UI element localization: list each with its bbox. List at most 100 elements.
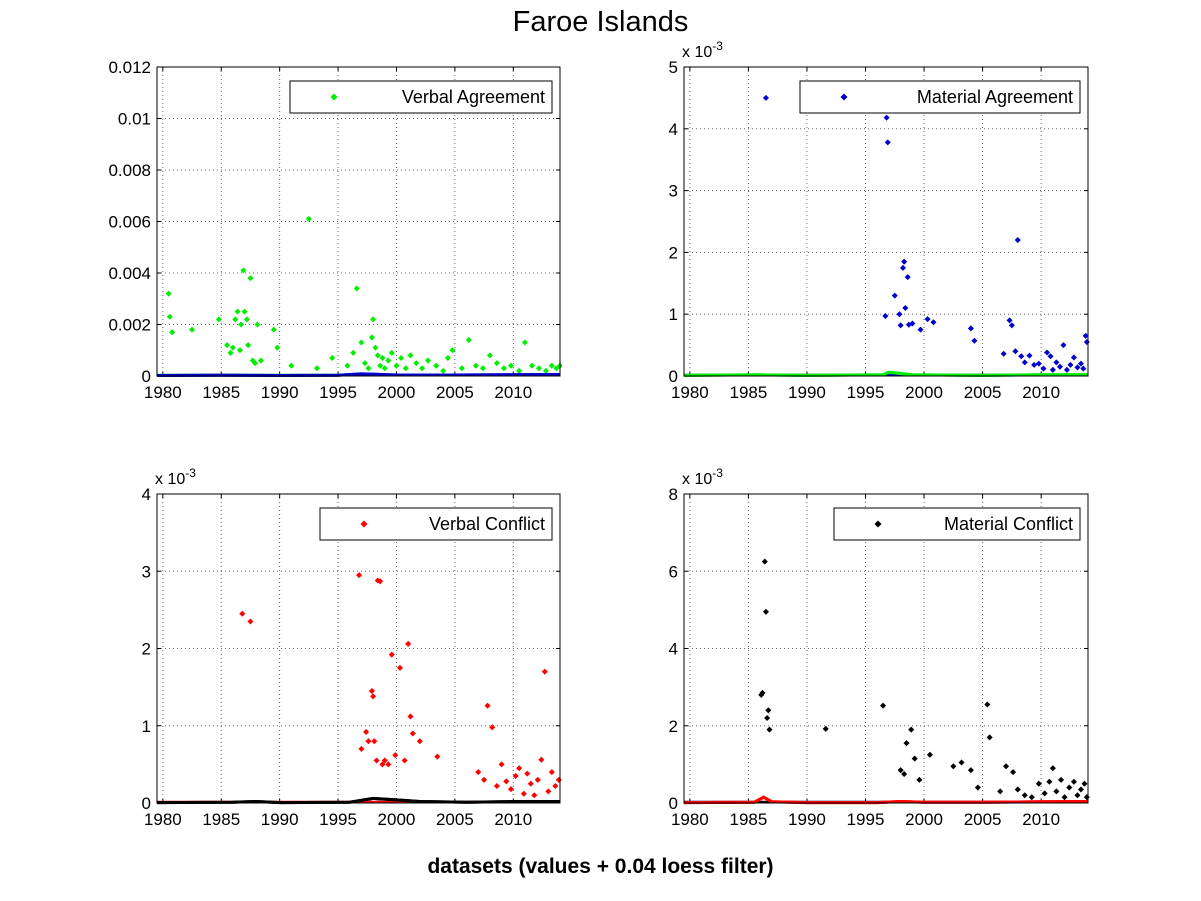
data-point <box>1006 317 1013 324</box>
data-point <box>1053 788 1060 795</box>
data-point <box>762 608 769 615</box>
axes-frame <box>156 493 561 804</box>
data-point <box>555 776 562 783</box>
data-layer <box>157 215 562 378</box>
data-point <box>358 745 365 752</box>
data-point <box>1046 778 1053 785</box>
y-tick-label: 0 <box>142 794 151 813</box>
data-point <box>1060 342 1067 349</box>
data-point <box>548 362 555 369</box>
data-point <box>353 285 360 292</box>
data-point <box>393 362 400 369</box>
data-point <box>1074 364 1081 371</box>
data-layer <box>684 94 1090 377</box>
data-point <box>440 367 447 374</box>
data-point <box>924 316 931 323</box>
data-point <box>901 771 908 778</box>
data-point <box>1077 786 1084 793</box>
data-point <box>368 687 375 695</box>
x-tick-label: 1995 <box>847 383 885 402</box>
data-point <box>381 365 388 372</box>
x-tick-label: 1985 <box>202 810 240 829</box>
x-tick-label: 1995 <box>847 810 885 829</box>
data-point <box>363 728 370 735</box>
x-tick-label: 1990 <box>788 383 826 402</box>
data-point <box>541 668 548 675</box>
data-point <box>407 352 414 359</box>
data-point <box>374 352 381 359</box>
x-tick-label: 2005 <box>436 810 474 829</box>
data-point <box>489 724 496 731</box>
data-point <box>305 215 312 222</box>
data-point <box>372 344 379 351</box>
legend-marker <box>874 520 882 528</box>
axes-background <box>157 67 560 376</box>
data-point <box>958 759 965 766</box>
data-point <box>916 776 923 783</box>
data-point <box>396 664 403 671</box>
x-tick-label: 1990 <box>788 810 826 829</box>
data-point <box>761 558 768 565</box>
data-point <box>165 290 172 297</box>
data-point <box>247 275 254 282</box>
data-point <box>765 707 772 714</box>
x-tick-label: 2005 <box>964 383 1002 402</box>
data-point <box>528 362 535 369</box>
data-point <box>908 726 915 733</box>
data-point <box>350 349 357 356</box>
x-tick-label: 1985 <box>729 810 767 829</box>
y-tick-label: 0.012 <box>108 58 151 77</box>
y-tick-label: 4 <box>669 120 678 139</box>
data-point <box>880 702 887 709</box>
data-point <box>1035 360 1042 367</box>
data-point <box>365 738 372 745</box>
data-point <box>1082 332 1089 339</box>
exponent-label: x 10-3 <box>682 466 723 488</box>
data-point <box>503 778 510 785</box>
data-point <box>1031 361 1038 368</box>
data-point <box>407 713 414 720</box>
data-point <box>229 344 236 351</box>
data-point <box>416 738 423 745</box>
data-point <box>377 362 384 369</box>
data-point <box>401 757 408 764</box>
y-tick-label: 4 <box>669 640 678 659</box>
data-point <box>1063 366 1070 373</box>
data-point <box>521 339 528 346</box>
y-tick-label: 8 <box>669 485 678 504</box>
subplot-4: 1980 1985 1990 1995 2000 2005 2010 0 2 4 6 8x 10-3 M… <box>669 466 1090 829</box>
data-point <box>1083 338 1090 346</box>
data-point <box>926 751 933 758</box>
x-tick-label: 1980 <box>671 810 709 829</box>
data-point <box>1083 794 1090 801</box>
data-point <box>882 313 889 320</box>
x-tick-label: 1990 <box>261 810 299 829</box>
y-tick-label: 0 <box>142 367 151 386</box>
data-point <box>405 640 412 647</box>
x-tick-label: 2005 <box>964 810 1002 829</box>
subplot-1: 1980 1985 1990 1995 2000 2005 2010 0 0.002 0.004 0… <box>108 58 562 402</box>
x-tick-label: 2000 <box>378 383 416 402</box>
x-tick-label: 2000 <box>378 810 416 829</box>
data-point <box>247 618 254 625</box>
data-point <box>764 715 771 722</box>
data-point <box>472 362 479 369</box>
data-point <box>252 360 259 367</box>
y-tick-label: 0.008 <box>108 161 151 180</box>
legend-label: Verbal Agreement <box>402 87 545 107</box>
data-point <box>950 763 957 770</box>
data-point <box>917 326 924 333</box>
data-point <box>903 740 910 747</box>
data-point <box>481 776 488 783</box>
y-tick-label: 2 <box>669 717 678 736</box>
data-point <box>329 354 336 361</box>
exponent-label: x 10-3 <box>682 39 723 61</box>
data-point <box>413 360 420 367</box>
data-point <box>1070 354 1077 361</box>
data-point <box>238 321 245 328</box>
data-point <box>234 308 241 315</box>
data-point <box>1040 365 1047 372</box>
data-point <box>1049 765 1056 772</box>
data-point <box>1081 780 1088 787</box>
data-point <box>1014 786 1021 793</box>
